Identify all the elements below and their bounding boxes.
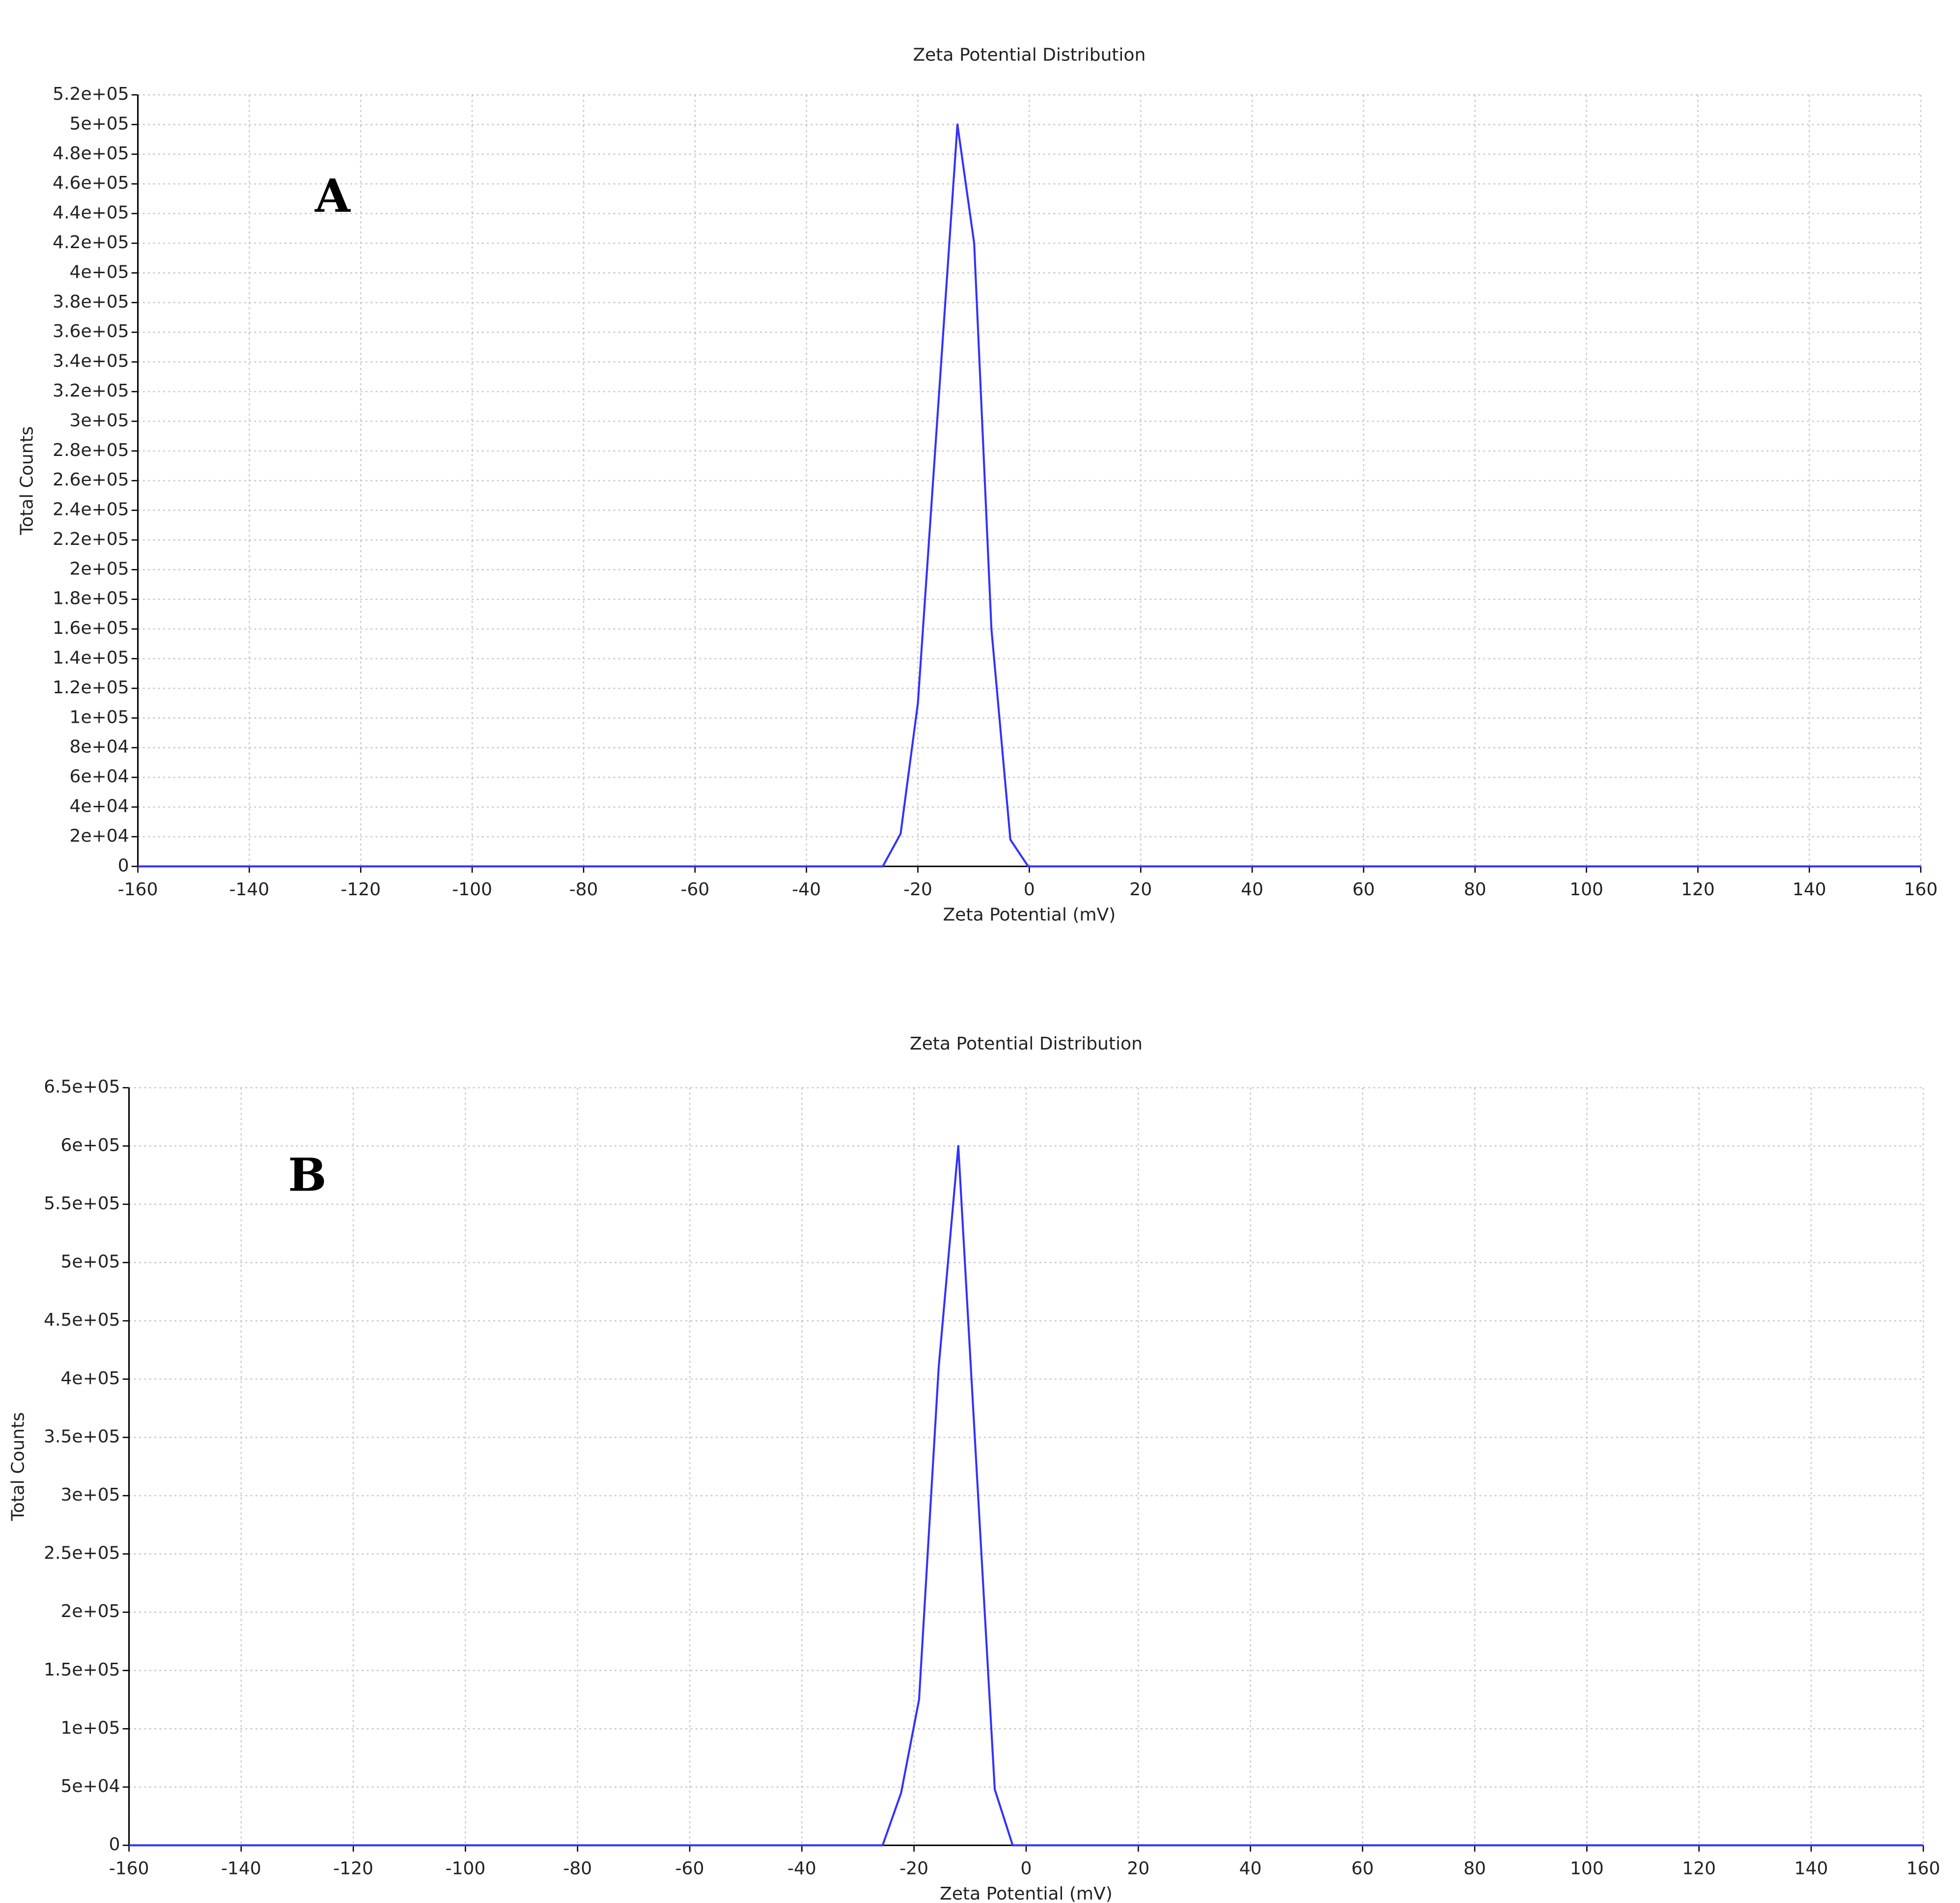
y-tick-label: 2e+05 [61,1601,120,1621]
y-tick-label: 4.8e+05 [53,143,129,164]
y-tick-label: 4e+04 [70,796,129,816]
x-tick-label: 100 [1569,880,1603,900]
y-tick-label: 0 [118,855,129,876]
y-tick-label: 1.2e+05 [53,678,129,698]
y-tick-label: 4e+05 [70,262,129,282]
y-tick-label: 5.5e+05 [44,1193,120,1214]
y-tick-label: 4.4e+05 [53,203,129,223]
y-tick-label: 4.2e+05 [53,232,129,253]
y-tick-label: 1e+05 [70,707,129,727]
y-tick-label: 1.4e+05 [53,648,129,668]
x-axis-label: Zeta Potential (mV) [940,1884,1113,1903]
x-tick-label: 20 [1127,1859,1149,1879]
x-tick-label: -160 [118,880,158,900]
chart-title: Zeta Potential Distribution [913,45,1146,65]
y-axis-label: Total Counts [17,426,37,536]
x-tick-label: -40 [787,1859,816,1879]
data-line [129,1145,1924,1846]
x-tick-label: 160 [1906,1859,1940,1879]
y-tick-label: 6.5e+05 [44,1077,120,1097]
y-tick-label: 5e+05 [61,1252,120,1272]
y-tick-label: 2.2e+05 [53,529,129,549]
x-tick-label: -120 [333,1859,373,1879]
x-tick-label: 40 [1239,1859,1262,1879]
y-tick-label: 1.6e+05 [53,618,129,638]
y-tick-label: 2.4e+05 [53,500,129,520]
x-tick-label: -160 [109,1859,149,1879]
y-tick-label: 3.2e+05 [53,381,129,401]
x-tick-label: 160 [1904,880,1938,900]
y-tick-label: 2e+04 [70,826,129,846]
x-tick-label: -80 [563,1859,592,1879]
y-tick-label: 4.6e+05 [53,173,129,193]
x-tick-label: 60 [1351,1859,1374,1879]
x-tick-label: 0 [1020,1859,1032,1879]
x-tick-label: -20 [899,1859,928,1879]
y-tick-label: 0 [109,1835,120,1855]
y-tick-label: 6e+04 [70,767,129,787]
x-tick-label: 140 [1794,1859,1828,1879]
y-tick-label: 3e+05 [70,410,129,430]
y-tick-label: 5e+04 [61,1776,120,1796]
y-tick-label: 1e+05 [61,1718,120,1738]
y-tick-label: 5e+05 [70,114,129,134]
y-axis-label: Total Counts [8,1412,28,1521]
y-tick-label: 3.8e+05 [53,292,129,312]
x-tick-label: 80 [1464,880,1486,900]
x-tick-label: -60 [680,880,709,900]
x-tick-label: -120 [340,880,381,900]
y-tick-label: 1.8e+05 [53,589,129,609]
y-tick-label: 3.4e+05 [53,351,129,371]
data-line [138,123,1921,868]
x-tick-label: 40 [1241,880,1263,900]
x-tick-label: 60 [1352,880,1375,900]
y-tick-label: 6e+05 [61,1135,120,1155]
panel-label: A [314,169,351,223]
x-tick-label: -60 [675,1859,704,1879]
x-tick-label: 140 [1792,880,1826,900]
y-tick-label: 2.8e+05 [53,440,129,460]
chart-title: Zeta Potential Distribution [910,1034,1143,1054]
x-tick-label: -80 [569,880,598,900]
y-tick-label: 3.6e+05 [53,321,129,341]
y-tick-label: 4e+05 [61,1368,120,1389]
y-tick-label: 5.2e+05 [53,84,129,104]
x-tick-label: -140 [221,1859,261,1879]
x-tick-label: -100 [452,880,492,900]
y-tick-label: 2.5e+05 [44,1543,120,1563]
x-tick-label: 120 [1682,1859,1716,1879]
panel-label: B [288,1148,326,1201]
x-tick-label: 100 [1570,1859,1604,1879]
x-tick-label: -140 [229,880,270,900]
x-tick-label: 0 [1024,880,1035,900]
y-tick-label: 4.5e+05 [44,1310,120,1330]
y-tick-label: 8e+04 [70,737,129,757]
y-tick-label: 2e+05 [70,559,129,579]
y-tick-label: 3e+05 [61,1485,120,1505]
x-axis-label: Zeta Potential (mV) [943,905,1116,925]
x-tick-label: 120 [1681,880,1715,900]
x-tick-label: -40 [792,880,821,900]
x-tick-label: 20 [1129,880,1152,900]
x-tick-label: 80 [1463,1859,1486,1879]
x-tick-label: -100 [446,1859,486,1879]
x-tick-label: -20 [903,880,932,900]
y-tick-label: 1.5e+05 [44,1660,120,1680]
y-tick-label: 3.5e+05 [44,1426,120,1447]
y-tick-label: 2.6e+05 [53,470,129,490]
